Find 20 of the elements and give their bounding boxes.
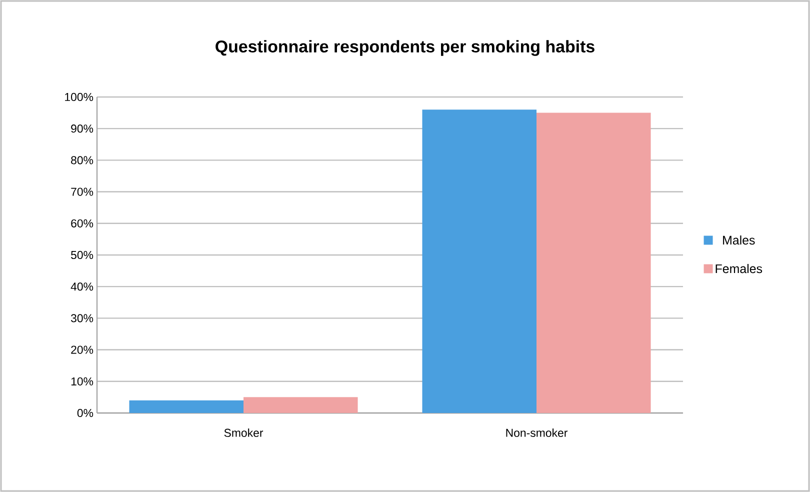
- bar: [244, 397, 358, 413]
- y-tick-label: 90%: [71, 124, 94, 133]
- y-tick-label: 100%: [65, 92, 94, 102]
- bar: [536, 112, 651, 413]
- legend-label: Females: [716, 264, 762, 274]
- bar: [129, 400, 244, 413]
- chart-title: Questionnaire respondents per smoking habits: [216, 40, 594, 56]
- x-tick-label: Smoker: [224, 428, 264, 437]
- y-tick-label: 60%: [71, 219, 94, 228]
- y-tick-label: 70%: [71, 188, 94, 196]
- y-tick-label: 20%: [71, 346, 94, 354]
- x-tick-label: Non-smoker: [506, 428, 568, 437]
- y-tick-label: 80%: [71, 156, 94, 164]
- y-tick-label: 30%: [70, 314, 94, 322]
- y-tick-label: 10%: [71, 377, 94, 386]
- y-tick-label: 0%: [77, 408, 94, 418]
- y-tick-label: 50%: [71, 250, 94, 260]
- bar: [422, 110, 537, 413]
- legend-label: Males: [723, 235, 755, 245]
- y-tick-label: 40%: [70, 282, 94, 291]
